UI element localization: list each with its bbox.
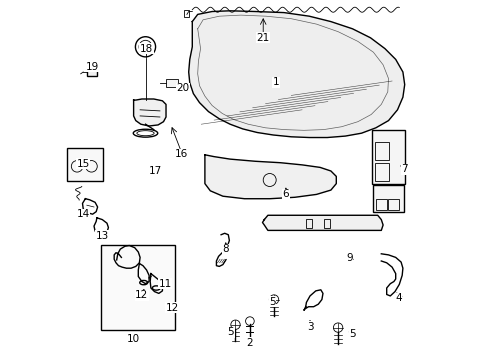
- Polygon shape: [133, 99, 166, 126]
- Bar: [387, 199, 399, 210]
- Text: 1: 1: [272, 77, 279, 87]
- Text: 5: 5: [348, 329, 355, 339]
- Text: 16: 16: [175, 149, 188, 159]
- Text: 20: 20: [176, 83, 189, 93]
- Text: 9: 9: [346, 253, 352, 264]
- Text: 4: 4: [394, 293, 401, 303]
- Polygon shape: [262, 215, 382, 230]
- Text: 13: 13: [96, 231, 109, 241]
- Text: 8: 8: [222, 244, 228, 254]
- Text: 5: 5: [269, 297, 275, 307]
- Text: 2: 2: [246, 338, 253, 348]
- Bar: [373, 185, 403, 212]
- Text: 18: 18: [140, 44, 153, 54]
- Text: 15: 15: [77, 159, 90, 169]
- Bar: [371, 130, 404, 184]
- Bar: [374, 142, 388, 160]
- Text: 14: 14: [77, 209, 90, 219]
- Bar: [305, 219, 311, 228]
- Text: 19: 19: [86, 62, 99, 72]
- Text: 17: 17: [148, 166, 162, 176]
- Text: 21: 21: [256, 33, 269, 43]
- Polygon shape: [204, 155, 336, 199]
- Bar: [375, 199, 386, 210]
- Text: 7: 7: [401, 164, 407, 174]
- Text: 11: 11: [158, 279, 172, 289]
- Polygon shape: [188, 11, 404, 138]
- Bar: [101, 245, 175, 330]
- Bar: [183, 10, 189, 17]
- Text: 6: 6: [282, 189, 288, 199]
- Text: 12: 12: [165, 303, 179, 313]
- Bar: [166, 79, 177, 87]
- Text: 12: 12: [135, 290, 148, 300]
- Bar: [87, 68, 97, 76]
- Bar: [67, 148, 103, 181]
- Bar: [374, 163, 388, 181]
- Text: 5: 5: [227, 327, 234, 337]
- Text: 10: 10: [127, 334, 140, 344]
- Text: 3: 3: [306, 321, 313, 332]
- Bar: [323, 219, 329, 228]
